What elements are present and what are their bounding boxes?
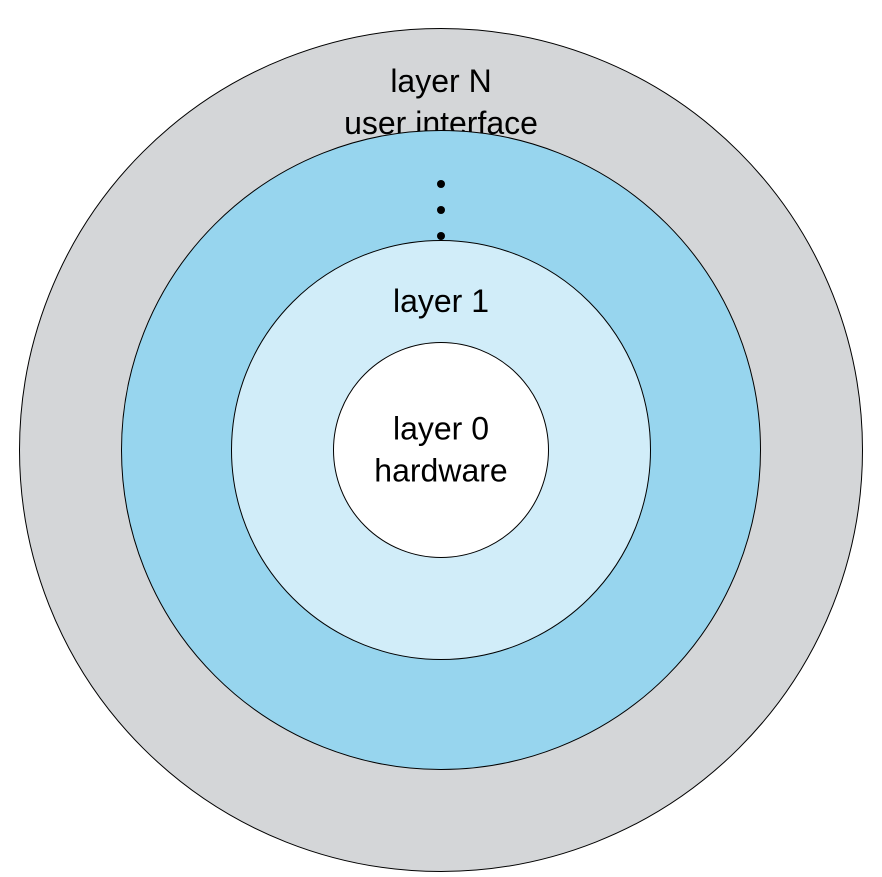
core-ring-label-line2: hardware	[374, 450, 507, 492]
inner-ring-label-line1: layer 1	[393, 281, 489, 323]
core-ring-layer-0: layer 0 hardware	[333, 342, 549, 558]
ellipsis-dots	[437, 180, 445, 240]
dot-icon	[437, 180, 445, 188]
core-ring-label: layer 0 hardware	[374, 408, 507, 491]
layered-architecture-diagram: layer N user interface layer 1 layer 0 h…	[0, 0, 882, 877]
dot-icon	[437, 232, 445, 240]
core-ring-label-line1: layer 0	[374, 408, 507, 450]
inner-ring-label: layer 1	[393, 281, 489, 323]
dot-icon	[437, 206, 445, 214]
outer-ring-label-line1: layer N	[344, 61, 538, 103]
